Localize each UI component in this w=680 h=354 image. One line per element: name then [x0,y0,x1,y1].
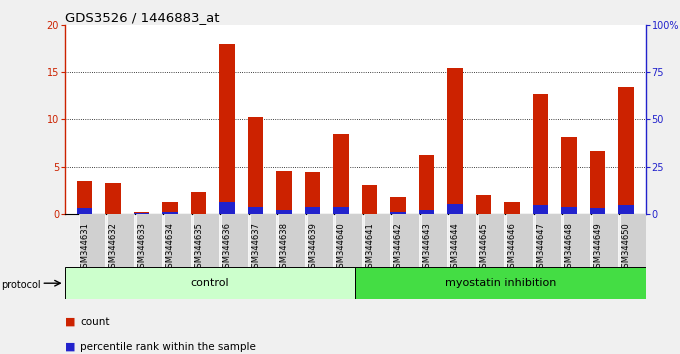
Bar [77,208,92,214]
Bar [134,213,150,214]
Bar [447,204,463,214]
Bar [190,192,207,214]
FancyBboxPatch shape [506,214,533,267]
Bar [219,44,235,214]
FancyBboxPatch shape [563,214,590,267]
FancyBboxPatch shape [79,214,105,267]
Bar [163,202,178,214]
FancyBboxPatch shape [164,214,191,267]
Bar [532,94,548,214]
Bar [476,195,492,214]
FancyBboxPatch shape [477,214,505,267]
Bar [590,208,605,214]
Bar [77,181,92,214]
Text: GSM344643: GSM344643 [422,222,431,273]
Bar [305,172,320,214]
Text: GDS3526 / 1446883_at: GDS3526 / 1446883_at [65,11,219,24]
Bar [105,183,121,214]
Text: GSM344644: GSM344644 [451,222,460,273]
FancyBboxPatch shape [620,214,647,267]
Text: GSM344640: GSM344640 [337,222,345,273]
Bar [276,210,292,214]
FancyBboxPatch shape [250,214,276,267]
Bar [305,207,320,214]
Text: ■: ■ [65,317,75,327]
Text: percentile rank within the sample: percentile rank within the sample [80,342,256,352]
Text: GSM344650: GSM344650 [622,222,630,273]
Bar [561,137,577,214]
Text: GSM344647: GSM344647 [536,222,545,273]
Bar [590,151,605,214]
Text: GSM344636: GSM344636 [222,222,232,273]
Text: GSM344639: GSM344639 [308,222,317,273]
FancyBboxPatch shape [534,214,561,267]
Bar [419,154,435,214]
Bar [333,134,349,214]
FancyBboxPatch shape [364,214,390,267]
Bar [618,205,634,214]
Bar [248,207,263,214]
Text: ■: ■ [65,342,75,352]
FancyBboxPatch shape [107,214,134,267]
Bar [618,87,634,214]
Text: GSM344634: GSM344634 [165,222,175,273]
Bar [276,171,292,214]
Bar [362,185,377,214]
Bar [163,212,178,214]
Text: GSM344648: GSM344648 [564,222,573,273]
Bar [390,197,406,214]
Bar [447,68,463,214]
Text: GSM344641: GSM344641 [365,222,374,273]
Bar [419,210,435,214]
Text: GSM344631: GSM344631 [80,222,89,273]
Bar [390,212,406,214]
Text: GSM344633: GSM344633 [137,222,146,273]
Bar [219,202,235,214]
Text: count: count [80,317,109,327]
Text: GSM344638: GSM344638 [279,222,288,273]
FancyBboxPatch shape [420,214,447,267]
Text: GSM344642: GSM344642 [394,222,403,273]
FancyBboxPatch shape [592,214,618,267]
Text: GSM344637: GSM344637 [251,222,260,273]
Bar [504,202,520,214]
Bar [355,267,646,299]
Text: GSM344632: GSM344632 [109,222,118,273]
Text: GSM344645: GSM344645 [479,222,488,273]
FancyBboxPatch shape [449,214,476,267]
Text: protocol: protocol [1,280,41,290]
FancyBboxPatch shape [278,214,305,267]
Text: GSM344649: GSM344649 [593,222,602,273]
FancyBboxPatch shape [221,214,248,267]
Bar [532,205,548,214]
Text: GSM344646: GSM344646 [507,222,517,273]
Bar [65,267,355,299]
FancyBboxPatch shape [335,214,362,267]
Bar [248,116,263,214]
Bar [134,212,150,214]
FancyBboxPatch shape [192,214,220,267]
FancyBboxPatch shape [392,214,419,267]
FancyBboxPatch shape [135,214,163,267]
Bar [333,207,349,214]
Bar [561,207,577,214]
Text: myostatin inhibition: myostatin inhibition [445,278,556,288]
Text: control: control [190,278,229,288]
FancyBboxPatch shape [307,214,333,267]
Text: GSM344635: GSM344635 [194,222,203,273]
